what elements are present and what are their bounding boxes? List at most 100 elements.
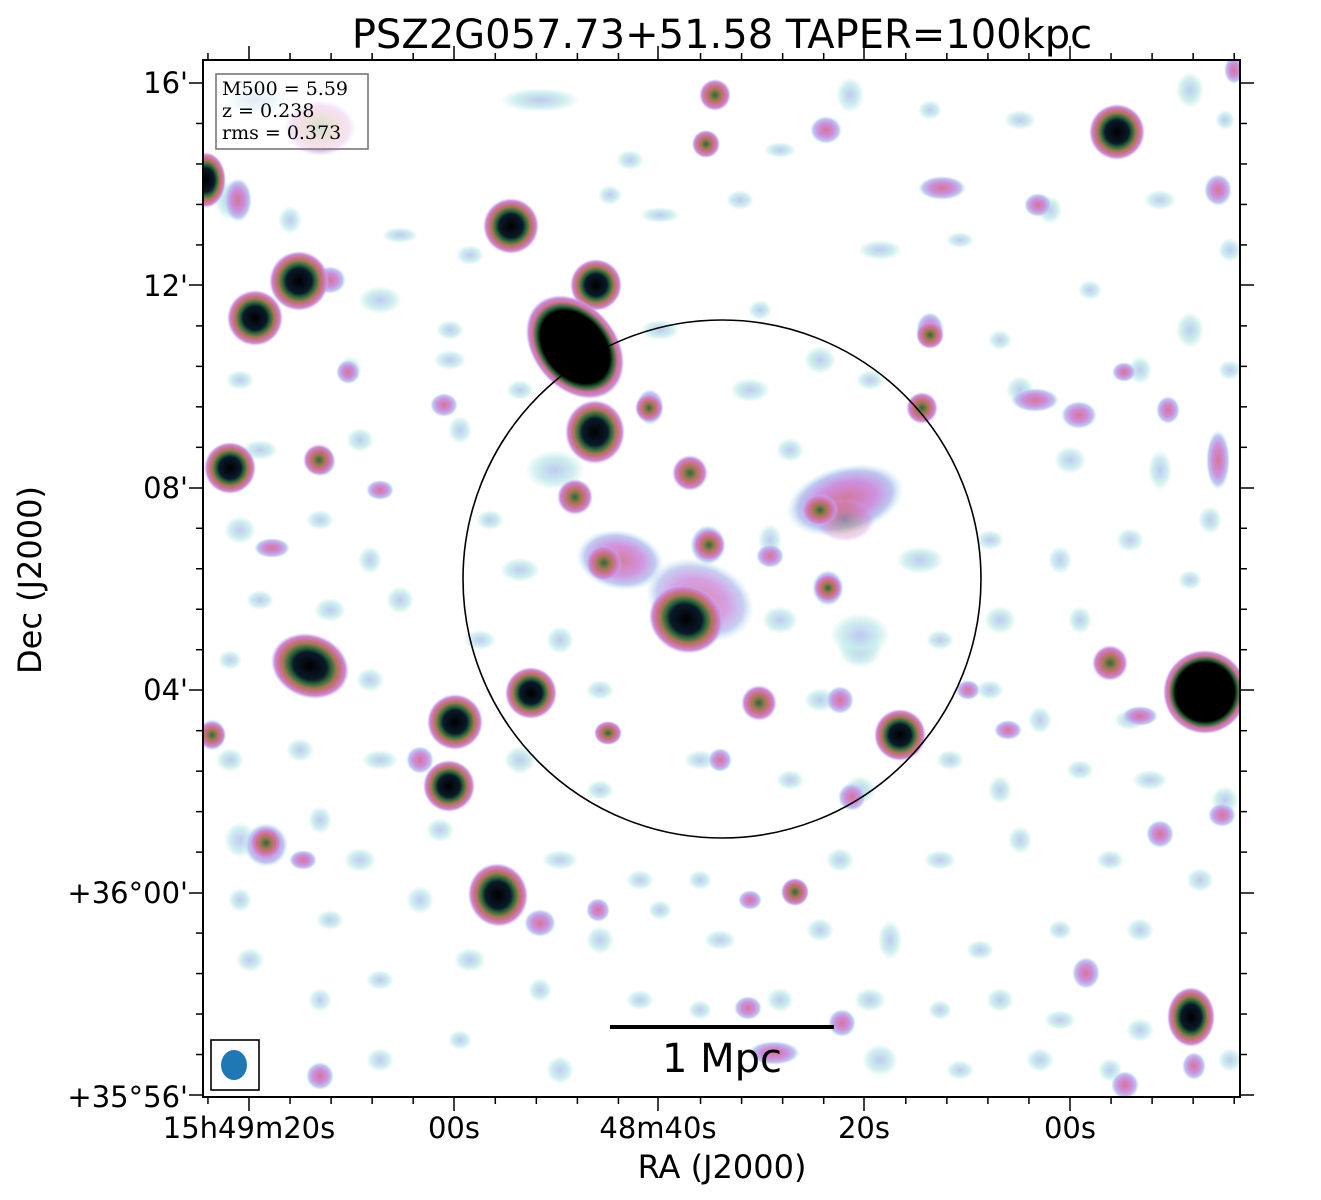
faint-emission (1206, 430, 1230, 490)
noise-patch (346, 428, 374, 452)
noise-patch (858, 240, 902, 260)
x-tick-label: 00s (1044, 1111, 1096, 1145)
point-source (874, 709, 926, 761)
point-source (204, 442, 256, 494)
noise-patch (976, 530, 1004, 550)
noise-patch (896, 546, 944, 574)
faint-emission (1224, 60, 1240, 84)
noise-patch (314, 598, 346, 622)
noise-patch (1068, 606, 1092, 634)
x-tick-label: 00s (428, 1111, 480, 1145)
faint-emission (708, 748, 732, 772)
noise-patch (1048, 546, 1072, 574)
noise-patch (616, 150, 644, 170)
noise-patch (218, 650, 242, 670)
noise-patch (986, 988, 1014, 1012)
noise-patch (836, 77, 864, 113)
faint-emission (1072, 957, 1100, 989)
point-source (1089, 104, 1145, 160)
noise-patch (316, 910, 344, 930)
faint-emission (1204, 174, 1232, 206)
noise-patch (406, 886, 434, 914)
chart-title: PSZ2G057.73+51.58 TAPER=100kpc (352, 12, 1092, 58)
noise-patch (862, 1044, 898, 1076)
noise-patch (826, 848, 854, 872)
noise-patch (366, 1048, 394, 1072)
x-tick-labels: 15h49m20s 00s 48m40s 20s 00s (163, 1111, 1096, 1145)
faint-emission (306, 1062, 334, 1090)
info-m500: M500 = 5.59 (222, 78, 348, 100)
noise-patch (1008, 826, 1032, 854)
noise-patch (640, 320, 680, 340)
compact-source (814, 574, 842, 602)
axis-ticks (189, 46, 1254, 1111)
noise-patch (506, 380, 534, 400)
point-source (483, 198, 539, 254)
noise-patch (286, 738, 314, 762)
noise-patch (358, 546, 382, 574)
faint-emission (994, 720, 1022, 740)
noise-patch (586, 780, 614, 800)
y-tick-label: 04' (143, 673, 188, 707)
x-tick-label: 48m40s (599, 1111, 716, 1145)
faint-emission (289, 850, 317, 870)
noise-patch (500, 88, 580, 112)
noise-patch (434, 350, 466, 370)
noise-patch (806, 918, 834, 942)
faint-emission (586, 898, 610, 922)
noise-patch (1176, 72, 1204, 108)
noise-patch (386, 586, 414, 614)
point-source (565, 400, 625, 464)
noise-patch (640, 207, 680, 223)
noise-patch (1004, 110, 1036, 130)
noise-patch (1054, 446, 1086, 474)
noise-patch (448, 416, 472, 444)
compact-source (586, 545, 622, 581)
scale-bar-label: 1 Mpc (662, 1036, 782, 1082)
noise-patch (546, 1056, 574, 1084)
info-box-frame (215, 73, 369, 150)
compact-source (250, 827, 282, 859)
noise-patch (426, 818, 454, 842)
noise-patch (984, 606, 1016, 634)
y-tick-label: +35°56' (67, 1080, 188, 1114)
noise-patch (1132, 770, 1168, 790)
faint-emission (1182, 1052, 1206, 1080)
noise-patch (626, 990, 654, 1010)
y-tick-labels: 16' 12' 08' 04' +36°00' +35°56' (67, 66, 188, 1114)
faint-emission (1112, 362, 1136, 382)
noise-patch (1078, 280, 1102, 300)
noise-patch (764, 142, 796, 158)
noise-patch (704, 930, 736, 950)
noise-patch (1096, 850, 1124, 870)
faint-emission (524, 909, 556, 937)
point-source (1167, 987, 1215, 1047)
compact-source (693, 529, 725, 561)
point-source (203, 152, 226, 208)
noise-patch (688, 870, 712, 890)
noise-patch (688, 1000, 712, 1020)
diffuse-emission (830, 613, 890, 657)
faint-emission (826, 686, 854, 714)
faint-emission (336, 360, 360, 384)
noise-patch (946, 232, 974, 248)
noise-patch (854, 988, 886, 1012)
faint-emission (1156, 396, 1180, 424)
faint-emission (406, 746, 434, 774)
y-axis-label: Dec (J2000) (11, 486, 49, 674)
faint-emission (430, 393, 458, 417)
point-source (467, 863, 529, 927)
bright-source (525, 295, 625, 399)
faint-emission (1146, 820, 1174, 848)
noise-patch (504, 746, 536, 774)
faint-emission (1111, 1071, 1139, 1097)
noise-patch (436, 320, 464, 340)
point-source (269, 251, 329, 311)
point-source (227, 290, 283, 346)
noise-patch (236, 948, 264, 972)
noise-patch (1176, 312, 1204, 348)
noise-patch (776, 770, 804, 790)
noise-patch (1218, 238, 1240, 262)
noise-patch (878, 920, 902, 960)
